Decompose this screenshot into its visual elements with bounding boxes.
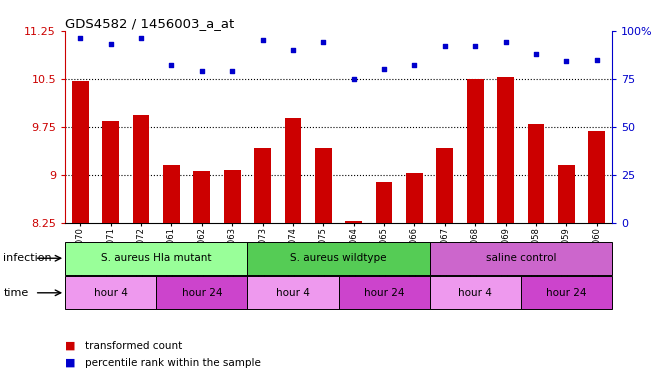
Text: percentile rank within the sample: percentile rank within the sample (85, 358, 260, 368)
Bar (284, 118, 301, 223)
Bar (436, 148, 453, 223)
Point (75, 35, 85, 41)
Point (379, 66, 389, 72)
Bar (527, 124, 544, 223)
Point (166, 62, 176, 68)
Bar (156, 276, 247, 309)
Text: hour 24: hour 24 (546, 288, 587, 298)
Text: S. aureus wildtype: S. aureus wildtype (290, 253, 387, 263)
Bar (254, 148, 271, 223)
Text: hour 24: hour 24 (182, 288, 222, 298)
Bar (193, 171, 210, 223)
Bar (558, 165, 575, 223)
Point (531, 51, 541, 57)
Point (592, 56, 602, 63)
Bar (224, 170, 240, 223)
Bar (406, 173, 423, 223)
Bar (133, 114, 150, 223)
Point (470, 43, 480, 49)
Text: GDS4582 / 1456003_a_at: GDS4582 / 1456003_a_at (65, 17, 234, 30)
Text: hour 4: hour 4 (458, 288, 492, 298)
Bar (467, 79, 484, 223)
Bar (102, 121, 119, 223)
Bar (497, 77, 514, 223)
Point (501, 39, 511, 45)
Bar (247, 242, 430, 275)
Bar (376, 182, 393, 223)
Bar (430, 242, 612, 275)
Point (439, 43, 450, 49)
Bar (315, 148, 331, 223)
Point (227, 68, 238, 74)
Point (288, 47, 298, 53)
Text: saline control: saline control (486, 253, 556, 263)
Point (318, 39, 329, 45)
Point (197, 68, 207, 74)
Point (136, 35, 146, 41)
Bar (521, 276, 612, 309)
Bar (65, 276, 156, 309)
Point (348, 76, 359, 82)
Text: time: time (3, 288, 29, 298)
Text: hour 4: hour 4 (94, 288, 128, 298)
Bar (589, 131, 605, 223)
Bar (339, 276, 430, 309)
Bar (65, 242, 247, 275)
Bar (72, 81, 89, 223)
Point (561, 58, 572, 65)
Text: infection: infection (3, 253, 52, 263)
Text: hour 24: hour 24 (364, 288, 404, 298)
Text: ■: ■ (65, 358, 76, 368)
Point (409, 62, 420, 68)
Bar (163, 165, 180, 223)
Point (257, 37, 268, 43)
Bar (430, 276, 521, 309)
Bar (345, 222, 362, 223)
Text: ■: ■ (65, 341, 76, 351)
Point (105, 41, 116, 47)
Text: transformed count: transformed count (85, 341, 182, 351)
Text: S. aureus Hla mutant: S. aureus Hla mutant (101, 253, 212, 263)
Bar (247, 276, 339, 309)
Text: hour 4: hour 4 (276, 288, 310, 298)
